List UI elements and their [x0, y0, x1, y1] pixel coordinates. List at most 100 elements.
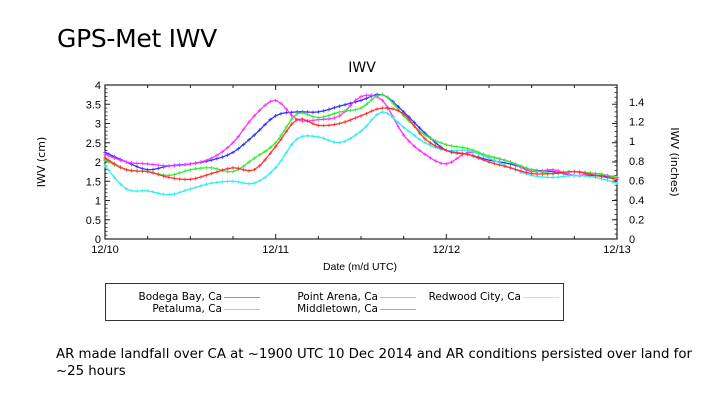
legend-label: Middletown, Ca	[297, 303, 378, 315]
series-petaluma-ca	[103, 92, 619, 180]
data-point	[327, 138, 331, 143]
legend-item-redwood-city: Redwood City, Ca	[416, 291, 559, 303]
y-tick-label: 1.5	[86, 176, 101, 188]
data-point	[519, 169, 523, 173]
data-point	[524, 170, 529, 175]
data-point	[321, 136, 326, 141]
data-point	[375, 112, 379, 117]
data-point	[252, 133, 257, 137]
data-point	[305, 133, 310, 138]
data-point	[284, 110, 289, 115]
data-point	[444, 148, 449, 153]
y-tick-label: 4	[95, 80, 101, 92]
data-point	[369, 118, 374, 122]
data-point	[145, 189, 150, 193]
data-point	[209, 181, 214, 185]
data-point	[305, 119, 310, 123]
data-point	[209, 156, 214, 160]
data-point	[252, 181, 257, 185]
data-point	[465, 146, 470, 151]
data-point	[327, 113, 331, 118]
data-point	[124, 187, 129, 191]
data-point	[236, 180, 241, 184]
data-point	[263, 175, 267, 180]
data-point	[273, 144, 278, 149]
data-point	[380, 98, 385, 103]
data-point	[188, 167, 193, 172]
data-point	[241, 164, 246, 168]
data-point	[455, 144, 459, 149]
data-point	[593, 173, 598, 178]
data-point	[257, 179, 262, 183]
data-point	[423, 137, 427, 141]
data-point	[225, 153, 230, 157]
data-point	[263, 122, 267, 127]
series-point-arena-ca	[103, 93, 619, 180]
data-point	[605, 175, 610, 180]
data-point	[433, 159, 438, 163]
data-point	[257, 152, 262, 157]
data-point	[412, 124, 417, 128]
data-point	[252, 114, 257, 118]
data-point	[348, 108, 353, 113]
data-point	[220, 149, 225, 154]
data-point	[183, 169, 187, 173]
data-point	[135, 189, 139, 193]
data-point	[311, 121, 315, 126]
data-point	[611, 180, 615, 184]
x-tick-label: 12/13	[603, 244, 631, 256]
y-tick-label: 3.5	[86, 99, 101, 111]
data-point	[615, 181, 619, 185]
data-point	[236, 166, 241, 171]
series-layer	[103, 92, 619, 197]
data-point	[567, 169, 571, 174]
y2-axis-label: IWV (inches)	[668, 127, 681, 196]
data-point	[172, 176, 177, 181]
data-point	[545, 168, 550, 172]
data-point	[124, 160, 129, 164]
data-point	[316, 135, 321, 139]
data-point	[567, 173, 571, 178]
y-tick-label: 1	[95, 196, 101, 208]
data-point	[183, 177, 187, 182]
data-point	[353, 98, 358, 102]
data-point	[140, 169, 145, 173]
data-point	[476, 150, 481, 155]
data-point	[311, 114, 315, 119]
data-point	[380, 92, 385, 97]
data-point	[220, 155, 225, 159]
x-tick-label: 12/10	[91, 244, 119, 256]
data-point	[225, 166, 230, 171]
data-point	[279, 101, 283, 106]
data-point	[279, 111, 283, 116]
data-point	[247, 168, 251, 173]
data-point	[156, 191, 161, 196]
data-point	[529, 171, 534, 176]
data-point	[273, 114, 278, 118]
data-point	[295, 112, 299, 116]
data-point	[247, 137, 251, 142]
data-point	[188, 162, 193, 166]
y-tick-label: 2.5	[86, 138, 101, 150]
data-point	[209, 165, 214, 170]
data-point	[327, 123, 331, 128]
data-point	[103, 152, 107, 157]
data-point	[359, 114, 363, 118]
data-point	[545, 172, 550, 176]
y2-tick-label: 0.8	[629, 156, 644, 168]
data-point	[471, 148, 475, 153]
data-point	[289, 122, 294, 126]
data-point	[156, 163, 161, 167]
data-point	[353, 116, 358, 120]
data-point	[311, 118, 315, 123]
data-point	[295, 117, 299, 122]
data-point	[247, 120, 251, 124]
data-point	[353, 107, 358, 112]
data-point	[103, 156, 107, 160]
data-point	[295, 137, 299, 141]
data-point	[172, 163, 177, 168]
data-point	[279, 133, 283, 138]
data-point	[236, 146, 241, 151]
data-point	[151, 171, 155, 175]
data-point	[112, 156, 117, 160]
